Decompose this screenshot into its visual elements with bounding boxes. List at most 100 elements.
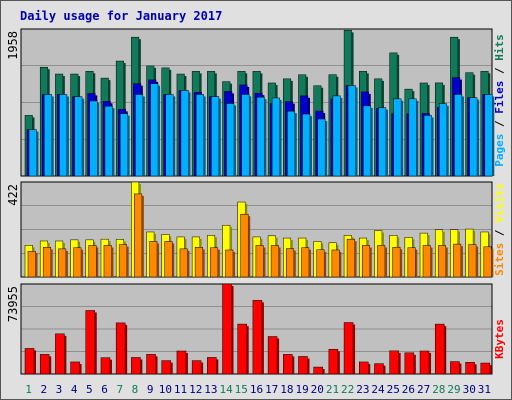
pages-bar-shade <box>416 100 419 176</box>
kbytes-bar <box>115 322 126 375</box>
sites-bar-shade <box>35 253 38 277</box>
sites-bar-shade <box>278 247 281 277</box>
sites-bar-shade <box>233 251 236 277</box>
x-tick-label: 22 <box>341 383 354 396</box>
kbytes-bar <box>24 348 35 375</box>
pages-bar-shade <box>218 98 221 176</box>
pages-bar <box>302 113 311 177</box>
kbytes-bar-shade <box>337 351 340 374</box>
sites-bar <box>88 245 97 278</box>
sites-bar <box>331 249 340 278</box>
x-tick-label: 16 <box>250 383 263 396</box>
legend-separator: / <box>493 61 506 81</box>
sites-bar <box>73 247 82 278</box>
kbytes-bar-shade <box>246 326 249 374</box>
pages-bar-shade <box>492 96 495 176</box>
x-tick-label: 17 <box>265 383 278 396</box>
sites-bar-shade <box>202 249 205 277</box>
pages-bar-shade <box>279 99 282 176</box>
sites-bar-shade <box>293 250 296 277</box>
sites-bar <box>118 244 127 278</box>
kbytes-bar <box>85 310 96 375</box>
pages-bar-shade <box>294 113 297 176</box>
kbytes-bar <box>313 366 323 375</box>
kbytes-bar <box>191 360 202 375</box>
legend-separator: / <box>493 114 506 134</box>
sites-bar <box>27 251 36 278</box>
sites-bar <box>437 245 446 278</box>
sites-bar-shade <box>354 241 357 277</box>
kbytes-bar-shade <box>140 359 143 374</box>
pages-bar-shade <box>188 92 191 176</box>
x-tick-label: 2 <box>40 383 47 396</box>
sites-bar-shade <box>65 250 68 277</box>
pages-bar <box>119 113 128 177</box>
kbytes-bar-shade <box>201 362 204 374</box>
sites-bar-shade <box>369 247 372 277</box>
kbytes-bar <box>434 323 445 375</box>
x-tick-label: 15 <box>235 383 248 396</box>
pages-bar-shade <box>385 109 388 176</box>
pages-bar-shade <box>249 96 252 176</box>
legend-sites: Sites <box>493 243 506 276</box>
pages-bar <box>363 105 372 177</box>
kbytes-bar <box>39 354 50 375</box>
sites-bar <box>301 247 310 278</box>
kbytes-bar <box>100 357 111 375</box>
pages-bar-shade <box>158 85 161 176</box>
sites-bar <box>210 247 219 278</box>
x-tick-label: 14 <box>219 383 233 396</box>
pages-bar <box>180 90 189 177</box>
kbytes-bar <box>237 323 247 375</box>
sites-bar <box>164 241 173 278</box>
kbytes-bar <box>480 362 491 375</box>
sites-bar-shade <box>248 216 251 277</box>
x-tick-label: 18 <box>280 383 293 396</box>
x-tick-label: 28 <box>432 383 445 396</box>
legend-files: Files <box>493 81 506 114</box>
sites-bar-shade <box>263 247 266 277</box>
x-tick-label: 31 <box>478 383 491 396</box>
pages-bar-shade <box>264 99 267 176</box>
kbytes-bar-shade <box>155 356 158 374</box>
legend-kbytes: KBytes <box>493 319 506 359</box>
pages-bar-shade <box>461 96 464 176</box>
sites-bar-shade <box>81 249 84 277</box>
kbytes-bar-shade <box>383 365 386 374</box>
x-tick-label: 7 <box>116 383 123 396</box>
y-max-label: 1958 <box>6 31 20 60</box>
kbytes-bar <box>283 354 293 375</box>
pages-bar-shade <box>355 87 358 176</box>
kbytes-bar-shade <box>185 352 188 374</box>
pages-bar <box>241 94 250 177</box>
pages-bar <box>256 96 265 177</box>
kbytes-bar <box>207 357 217 375</box>
x-tick-label: 19 <box>295 383 308 396</box>
kbytes-bar-shade <box>64 335 67 374</box>
sites-bar <box>407 247 416 278</box>
x-tick-label: 1 <box>25 383 32 396</box>
kbytes-bar <box>146 354 156 375</box>
sites-bar-shade <box>445 247 448 277</box>
x-tick-label: 24 <box>371 383 385 396</box>
pages-bar-shade <box>477 99 480 176</box>
legend-panel-2: Sites / Visits <box>493 183 506 276</box>
sites-bar <box>483 246 492 278</box>
kbytes-bar-shade <box>474 364 477 374</box>
sites-bar-shade <box>415 249 418 277</box>
sites-bar <box>149 241 158 278</box>
sites-bar-shade <box>476 246 479 277</box>
sites-bar-shade <box>187 250 190 277</box>
sites-bar-shade <box>324 251 327 277</box>
x-tick-label: 25 <box>387 383 400 396</box>
kbytes-bar-shade <box>94 312 97 374</box>
pages-bar <box>28 129 37 177</box>
pages-bar <box>332 95 341 177</box>
x-tick-label: 20 <box>311 383 324 396</box>
kbytes-bar <box>450 361 460 375</box>
kbytes-bar-shade <box>125 324 128 374</box>
chart-title: Daily usage for January 2017 <box>20 9 222 23</box>
kbytes-bar-shade <box>34 350 36 374</box>
pages-bar <box>43 94 52 177</box>
